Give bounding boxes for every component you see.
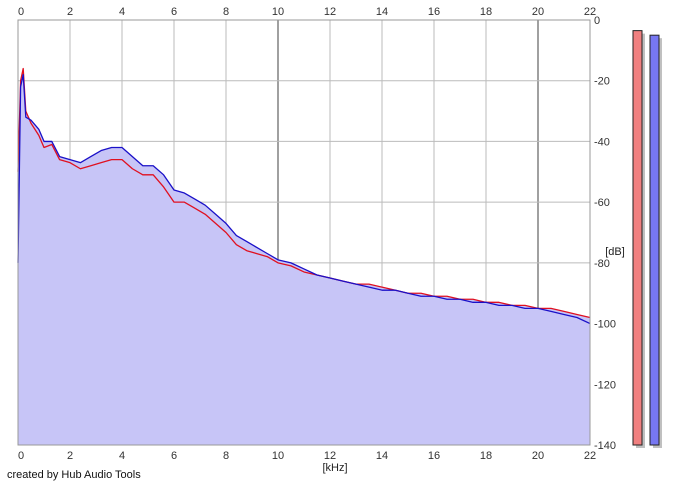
x-tick-top-2: 2 bbox=[67, 6, 73, 18]
x-tick-top-16: 16 bbox=[428, 6, 440, 18]
series-line-1 bbox=[17, 67, 591, 319]
x-tick-top-18: 18 bbox=[480, 6, 492, 18]
y-tick--60: -60 bbox=[594, 197, 610, 209]
x-tick-bottom-18: 18 bbox=[480, 450, 492, 462]
y-tick-0: 0 bbox=[594, 15, 600, 27]
grid bbox=[18, 20, 590, 445]
x-tick-top-14: 14 bbox=[376, 6, 388, 18]
y-tick--140: -140 bbox=[594, 440, 616, 452]
x-tick-top-10: 10 bbox=[272, 6, 284, 18]
x-tick-top-20: 20 bbox=[532, 6, 544, 18]
y-tick--100: -100 bbox=[594, 319, 616, 331]
x-tick-bottom-4: 4 bbox=[119, 450, 125, 462]
x-tick-top-12: 12 bbox=[324, 6, 336, 18]
x-tick-top-8: 8 bbox=[223, 6, 229, 18]
x-tick-bottom-8: 8 bbox=[223, 450, 229, 462]
x-tick-top-6: 6 bbox=[171, 6, 177, 18]
x-tick-bottom-22: 22 bbox=[584, 450, 596, 462]
y-tick--80: -80 bbox=[594, 258, 610, 270]
x-tick-top-22: 22 bbox=[584, 6, 596, 18]
level-meter-bar-2 bbox=[649, 34, 660, 446]
x-tick-top-4: 4 bbox=[119, 6, 125, 18]
y-tick--20: -20 bbox=[594, 76, 610, 88]
plot-frame bbox=[17, 19, 591, 446]
level-meter-bar-1 bbox=[632, 30, 643, 446]
credit-text: created by Hub Audio Tools bbox=[7, 469, 141, 481]
level-meters bbox=[632, 30, 662, 449]
series-lines bbox=[17, 67, 591, 325]
x-tick-bottom-20: 20 bbox=[532, 450, 544, 462]
y-axis-label: [dB] bbox=[605, 246, 625, 258]
x-tick-bottom-12: 12 bbox=[324, 450, 336, 462]
x-axis-label: [kHz] bbox=[322, 462, 347, 474]
y-tick--120: -120 bbox=[594, 379, 616, 391]
spectrum-fill bbox=[18, 68, 590, 446]
x-tick-top-0: 0 bbox=[18, 6, 24, 18]
spectrum-area bbox=[18, 68, 590, 446]
x-tick-bottom-16: 16 bbox=[428, 450, 440, 462]
tick-labels: 002244668810101212141416161818202022220-… bbox=[18, 6, 616, 462]
x-tick-bottom-2: 2 bbox=[67, 450, 73, 462]
y-tick--40: -40 bbox=[594, 136, 610, 148]
x-tick-bottom-14: 14 bbox=[376, 450, 388, 462]
x-tick-bottom-6: 6 bbox=[171, 450, 177, 462]
series-line-2 bbox=[17, 73, 591, 325]
x-tick-bottom-10: 10 bbox=[272, 450, 284, 462]
x-tick-bottom-0: 0 bbox=[18, 450, 24, 462]
